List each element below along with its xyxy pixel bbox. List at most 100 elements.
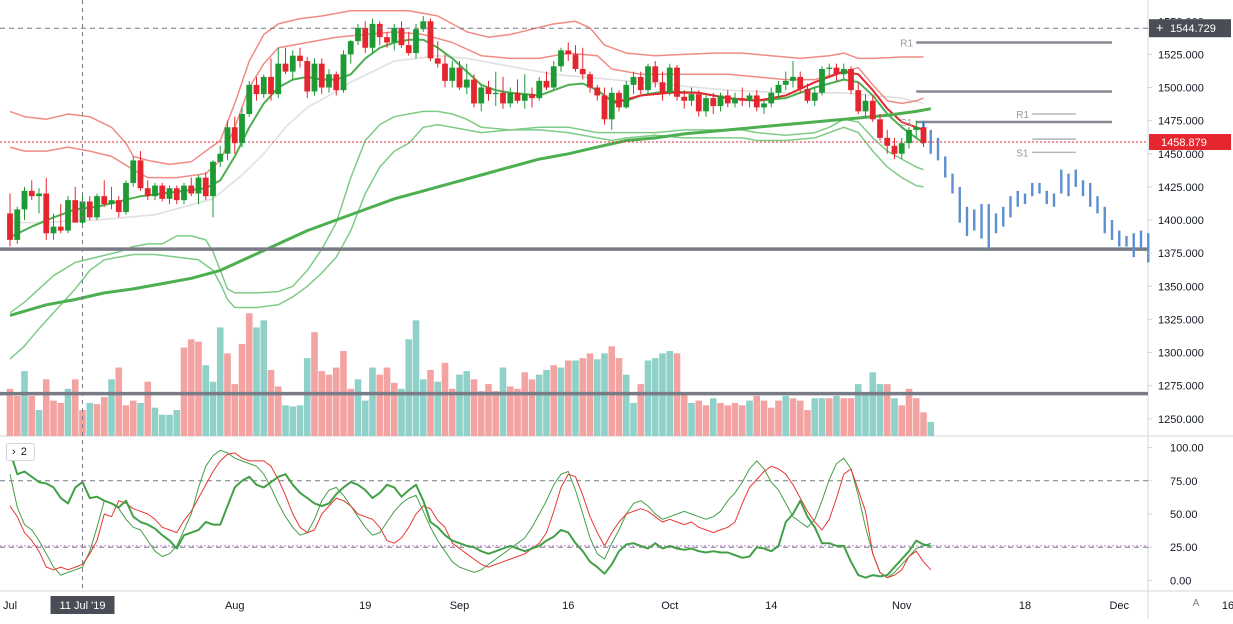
candle-body — [616, 92, 622, 108]
volume-bar — [209, 381, 217, 436]
volume-bars — [6, 313, 935, 436]
auto-scale-button[interactable]: A — [1192, 598, 1200, 609]
last-price-badge — [1149, 133, 1231, 150]
oscillator-fast-line — [9, 449, 931, 579]
candle-body — [529, 94, 535, 99]
volume-bar — [13, 395, 21, 436]
candle-body — [906, 129, 912, 144]
bb-upper-inner-line — [9, 31, 924, 179]
projection-bar — [1110, 220, 1114, 240]
candle-body — [833, 67, 840, 75]
volume-bar — [535, 374, 543, 436]
projection-bar — [944, 156, 947, 178]
candle-body — [101, 196, 108, 205]
oscillator-slow-line — [9, 452, 932, 579]
volume-bar — [129, 400, 137, 436]
volume-bar — [862, 393, 869, 436]
candle-body — [840, 68, 847, 75]
volume-bar — [245, 313, 253, 436]
volume-bar — [64, 388, 72, 436]
volume-bar — [231, 384, 239, 436]
pivot-label: R1 — [1016, 110, 1029, 121]
candle-body — [137, 160, 144, 189]
candle-body — [449, 67, 456, 81]
volume-bar — [818, 398, 826, 436]
candle-body — [913, 127, 920, 130]
volume-bar — [477, 391, 485, 436]
long-ma-line — [9, 107, 932, 317]
volume-bar — [448, 388, 456, 436]
oscillator-tick-label: 75.00 — [1170, 476, 1198, 488]
pivot-lines: R1 S1 R1 S1 — [900, 38, 1112, 159]
candle-body — [884, 137, 891, 146]
volume-bar — [115, 367, 123, 436]
candle-body — [384, 37, 390, 43]
volume-bar — [318, 371, 326, 436]
bb-lower-line — [9, 110, 924, 314]
volume-bar — [369, 367, 376, 436]
candle-body — [246, 84, 253, 115]
volume-bar — [79, 410, 86, 436]
candle-body — [848, 68, 854, 91]
candle-body — [862, 100, 869, 112]
volume-bar — [796, 400, 804, 436]
volume-bar — [50, 400, 57, 436]
projection-bar — [1132, 233, 1135, 258]
candle-body — [492, 92, 499, 95]
candle-body — [456, 67, 463, 88]
candle-body — [340, 54, 347, 91]
candle-body — [391, 27, 398, 43]
projection-bar — [1052, 193, 1056, 207]
volume-bar — [463, 371, 471, 436]
indicator-toggle-button[interactable]: › 2 — [6, 443, 35, 461]
projection-bar — [1103, 206, 1106, 234]
volume-bar — [303, 358, 311, 436]
candle-body — [217, 153, 224, 162]
price-tick-label: 1425.000 — [1158, 182, 1204, 194]
volume-bar — [630, 402, 637, 436]
volume-bar — [347, 388, 355, 436]
candle-body — [811, 92, 818, 101]
candle-body — [768, 92, 775, 104]
candle-body — [369, 23, 376, 48]
candle-body — [36, 193, 42, 197]
volume-bar — [456, 374, 463, 436]
candle-body — [543, 80, 550, 88]
time-tick-label: Sep — [450, 600, 470, 612]
projection-bar — [987, 204, 990, 250]
candle-body — [275, 63, 282, 95]
candle-body — [819, 68, 825, 93]
candle-body — [289, 55, 296, 72]
indicator-count: 2 — [20, 446, 27, 458]
volume-bar — [405, 339, 413, 436]
projection-bar — [980, 204, 983, 239]
candle-body — [202, 177, 209, 197]
volume-bar — [688, 402, 695, 436]
volume-bar — [282, 405, 289, 436]
candle-body — [166, 188, 173, 199]
candle-body — [362, 27, 369, 48]
candle-body — [144, 188, 151, 197]
volume-bar — [158, 414, 166, 436]
candle-body — [231, 127, 238, 144]
time-tick-label: Jul — [3, 600, 17, 612]
bb-lower-inner-line — [9, 118, 924, 360]
oscillator-tick-label: 100.00 — [1170, 443, 1204, 455]
candle-body — [434, 58, 441, 64]
projection-bar — [1067, 173, 1070, 197]
projection-bar — [951, 173, 954, 194]
candle-body — [652, 66, 659, 83]
last-price-label: 1458.879 — [1161, 137, 1207, 149]
volume-bar — [717, 402, 724, 436]
candle-body — [28, 190, 35, 197]
candle-body — [471, 79, 477, 104]
candle-body — [688, 94, 695, 101]
projection-bar — [1081, 180, 1085, 197]
volume-bar — [57, 402, 65, 436]
candle-body — [376, 23, 383, 38]
price-tick-label: 1475.000 — [1158, 116, 1204, 128]
volume-bar — [354, 379, 362, 436]
volume-bar — [93, 404, 101, 436]
